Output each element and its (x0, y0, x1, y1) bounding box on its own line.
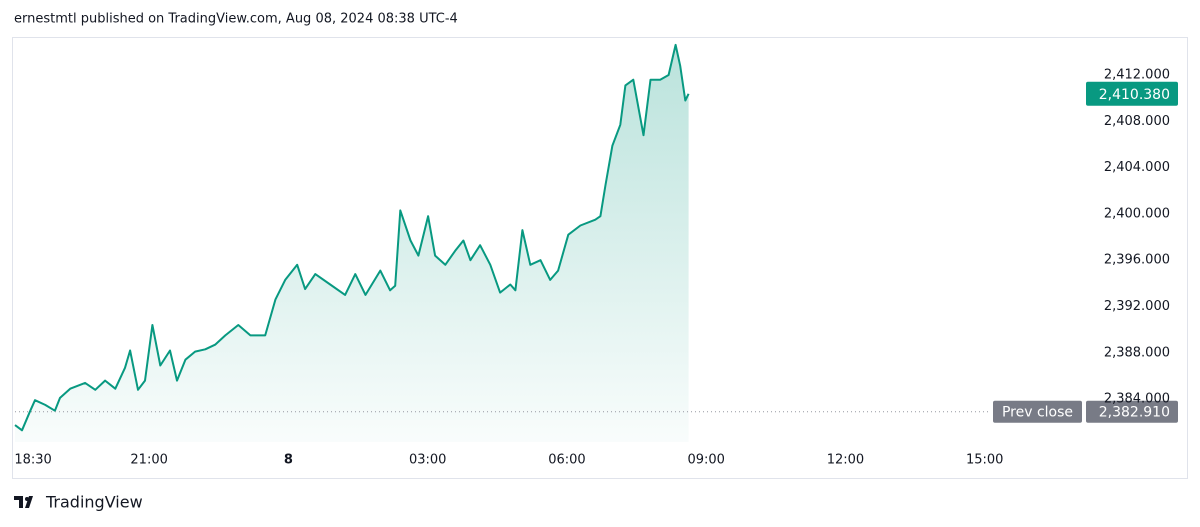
x-tick-label: 15:00 (966, 453, 1003, 468)
y-tick-label: 2,408.000 (1104, 114, 1170, 129)
x-tick-label: 06:00 (548, 453, 585, 468)
x-tick-label: 18:30 (14, 453, 51, 468)
prev-close-value-box (1086, 400, 1178, 423)
area-fill (15, 44, 689, 442)
x-tick-label: 09:00 (687, 453, 724, 468)
header: ernestmtl published on TradingView.com, … (14, 12, 458, 27)
y-tick-label: 2,392.000 (1104, 299, 1170, 314)
brand: TradingView (45, 493, 143, 512)
logo-icon (14, 496, 33, 508)
plot-area (14, 43, 690, 442)
price-line (14, 43, 690, 432)
y-tick-label: 2,396.000 (1104, 253, 1170, 268)
last-price-label: 2,410.380 (1099, 87, 1170, 103)
y-tick-label: 2,384.000 (1104, 392, 1170, 407)
x-tick-label: 8 (284, 453, 293, 468)
x-tick-label: 03:00 (409, 453, 446, 468)
y-tick-label: 2,400.000 (1104, 206, 1170, 221)
chart-frame (12, 37, 1188, 479)
overlay: Prev close 2,382.910 2,410.380 (15, 81, 1178, 423)
y-tick-label: 2,388.000 (1104, 345, 1170, 360)
prev-close-name-box (993, 400, 1082, 423)
x-tick-label: 21:00 (130, 453, 167, 468)
prev-close-name: Prev close (1002, 405, 1073, 421)
logo (14, 496, 33, 508)
y-tick-label: 2,404.000 (1104, 160, 1170, 175)
prev-close-value: 2,382.910 (1099, 405, 1170, 421)
logo-dot (25, 497, 29, 501)
x-tick-label: 12:00 (827, 453, 864, 468)
last-price-box (1086, 81, 1178, 106)
y-tick-label: 2,412.000 (1104, 68, 1170, 83)
